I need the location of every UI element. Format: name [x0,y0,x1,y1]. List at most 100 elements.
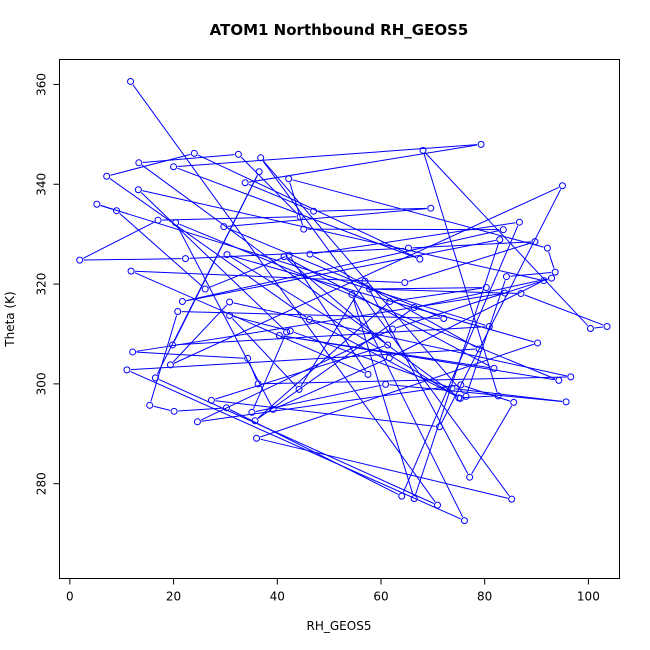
series-segment [162,216,297,221]
data-point [220,223,228,231]
y-tick-label: 340 [35,173,49,196]
data-point [477,140,485,148]
y-tick-label: 360 [35,73,49,96]
series-segment [257,303,388,419]
data-point [401,279,409,287]
series-segment [172,304,228,363]
data-point [193,418,201,426]
series-segment [594,326,604,329]
series-segment [276,359,386,409]
series-segment [132,84,436,503]
series-segment [142,154,235,163]
series-segment [83,258,182,261]
data-point [253,434,261,442]
data-point [134,186,142,194]
data-point [226,298,234,306]
series-segment [150,315,178,402]
data-point [508,495,516,503]
data-point [567,373,575,381]
chart-title: ATOM1 Northbound RH_GEOS5 [210,21,469,39]
data-point [434,501,441,509]
data-point [510,398,518,406]
series-segment [136,351,244,359]
series-segment [393,287,483,302]
series-segment [230,256,456,397]
data-point [482,284,490,292]
data-point [419,146,427,154]
data-point [388,325,396,333]
series-segment [408,242,532,282]
series-segment [440,189,562,424]
data-point [427,204,435,212]
series-segment [423,154,498,393]
data-point [548,274,556,282]
x-tick-label: 40 [270,590,285,604]
data-point [502,273,510,281]
data-point [416,255,424,263]
data-point [93,200,101,208]
series-segment [290,258,367,372]
series-segment [136,293,502,352]
series-lines [83,84,604,520]
series-segment [135,270,401,283]
series-segment [317,207,427,212]
data-point [310,207,318,215]
series-segment [524,294,604,326]
data-point [515,218,523,226]
series-segment [292,179,544,248]
data-point [254,380,262,388]
x-tick-label: 60 [373,590,388,604]
data-point [178,298,186,306]
data-point [300,225,308,233]
data-point [562,398,570,406]
series-segment [173,186,560,364]
data-point [135,159,143,167]
data-point [170,163,178,171]
data-point [485,322,493,330]
data-point [207,396,215,404]
series-segment [255,384,382,412]
data-point [234,150,242,158]
data-point [348,291,356,299]
series-segment [110,153,191,176]
series-segment [100,204,486,326]
data-point [466,473,474,481]
series-segment [240,156,298,215]
series-segment [373,287,483,290]
data-point [460,517,468,525]
data-point [382,380,390,388]
series-segment [257,309,412,419]
series-segment [186,239,496,302]
data-point [241,179,249,187]
data-point [490,364,498,372]
data-point [501,289,509,297]
data-point [174,308,182,316]
series-segment [425,152,589,326]
series-segment [100,204,113,210]
series-segment [260,343,534,438]
series-segment [83,221,155,259]
series-segment [233,302,567,377]
series-segment [140,192,285,330]
x-tick-label: 100 [577,590,600,604]
data-point [306,250,314,258]
series-segment [392,281,541,357]
data-point [172,219,180,227]
series-segment [471,405,513,475]
data-point [129,348,137,356]
series-segment [262,160,510,497]
data-point [127,267,135,275]
data-point [226,312,234,320]
series-segment [158,379,435,504]
series-segment [313,222,516,255]
x-axis-label: RH_GEOS5 [307,619,372,633]
data-point [555,376,563,384]
series-segment [313,255,476,348]
x-tick-label: 80 [477,590,492,604]
data-point [123,366,131,374]
data-point [361,277,369,285]
data-point [436,423,444,431]
data-point [286,327,294,335]
series-segment [262,376,567,385]
series-segment [389,384,563,402]
